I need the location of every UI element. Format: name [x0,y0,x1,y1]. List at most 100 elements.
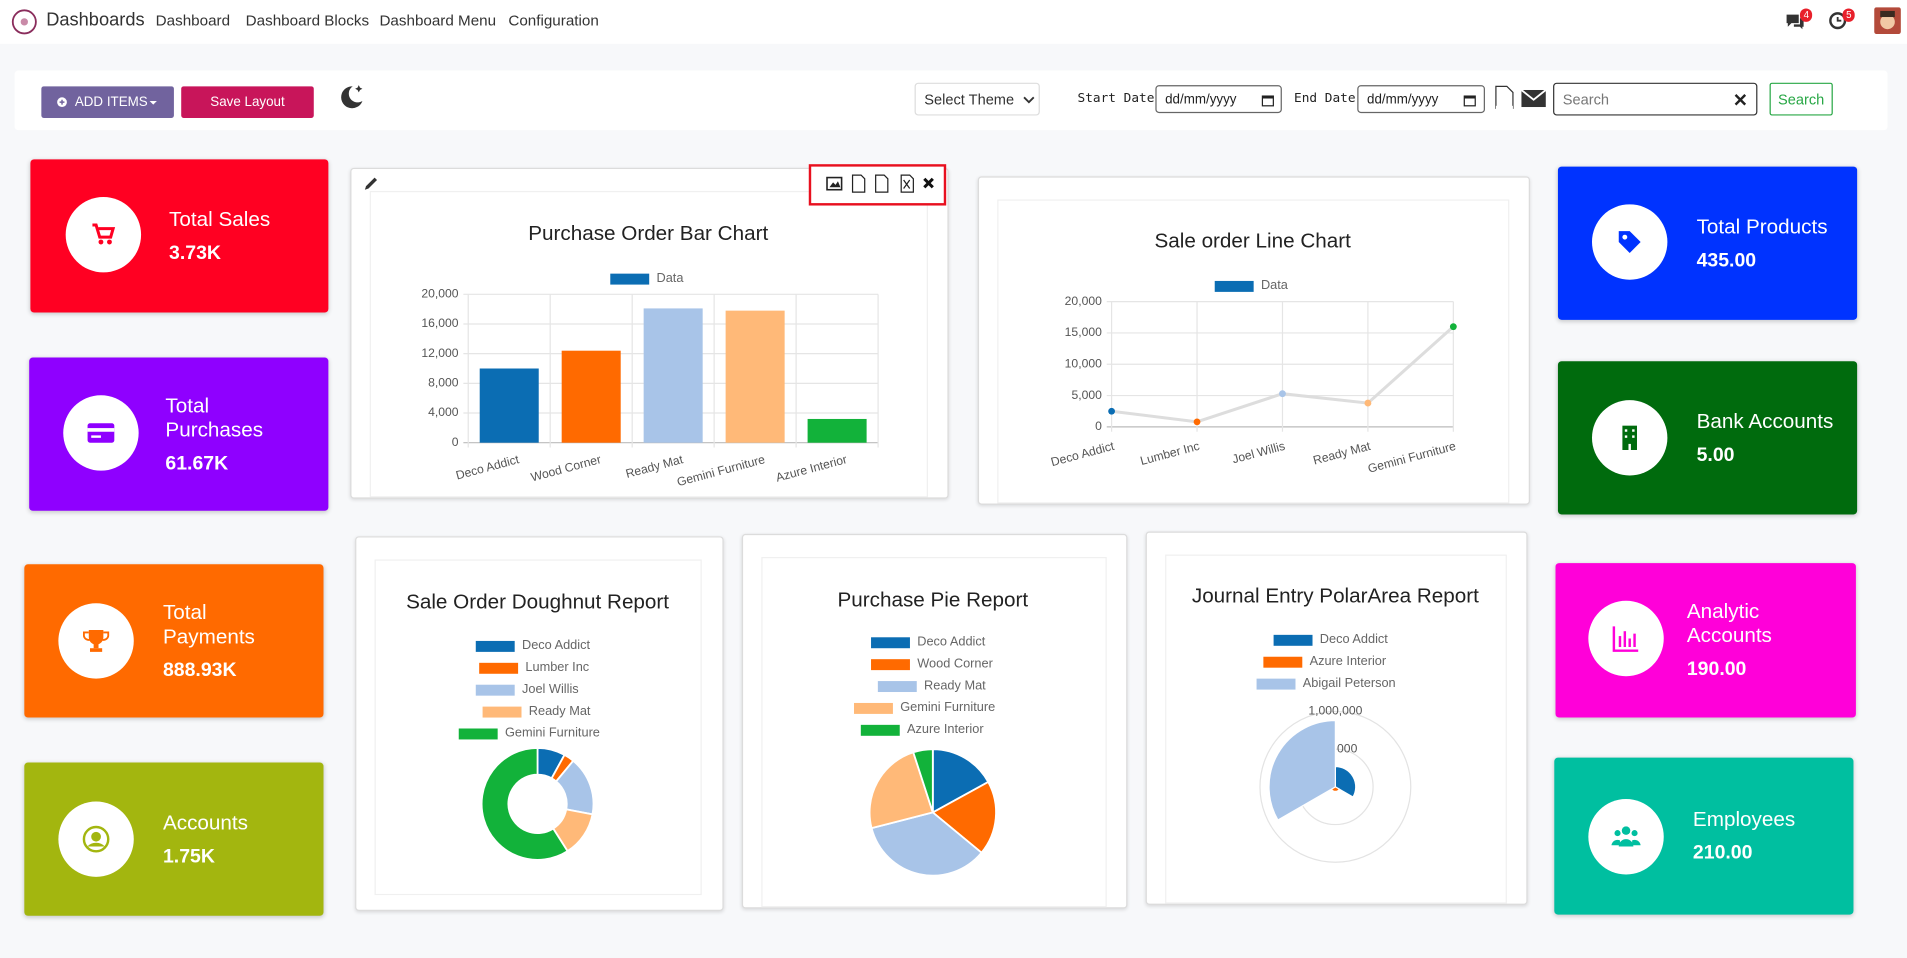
remove-chart[interactable] [923,177,934,189]
excel-export[interactable] [900,174,914,193]
icon-shape [88,629,104,645]
icon-shape [91,831,101,842]
avatar-face [1880,14,1895,30]
doc-shape [1495,85,1514,109]
badge: 5 [1842,8,1856,22]
tile-text: Total Sales 3.73K [169,159,327,312]
end-date-input[interactable]: dd/mm/yyyy [1357,85,1485,114]
caret [150,100,158,105]
tile-icon [63,395,139,471]
tile-icon [58,603,134,679]
dark-mode-toggle[interactable] [336,83,368,112]
logo-dot [20,18,28,26]
sparkle [355,85,363,93]
menu-item[interactable]: Dashboard Blocks [245,12,370,30]
icon-shape [1614,830,1621,837]
stat-tile[interactable]: Accounts 1.75K [24,762,324,916]
pdf-export[interactable] [851,174,866,193]
icon-shape [89,648,103,652]
tile-text: Employees 210.00 [1693,758,1851,915]
tile-title: Analytic Accounts [1686,599,1772,648]
clock-hands [1836,17,1842,22]
icon-shape [1624,429,1628,432]
icon-shape [1622,234,1628,240]
icon-glyph [92,223,116,245]
icon-shape [1611,839,1641,846]
menu-item[interactable]: Dashboard [155,12,231,30]
logo-ring [11,9,37,35]
search-button[interactable]: Search [1769,82,1833,116]
icon-glyph [87,423,115,443]
icon-shape [87,428,115,432]
email-export[interactable] [1520,88,1547,110]
doc-footer [1495,105,1513,112]
clear-icon[interactable] [1734,94,1747,106]
tile-value: 3.73K [169,242,221,264]
placeholder: dd/mm/yyyy [1366,91,1439,107]
stat-tile[interactable]: Total Products 435.00 [1557,166,1858,320]
placeholder: Search [1562,90,1610,108]
edit-icon[interactable] [362,175,379,192]
icon-shape [1612,626,1639,652]
envelope-flap [1520,89,1547,101]
csv-export[interactable] [875,174,889,193]
pencil [364,177,378,190]
icon-shape [98,239,104,245]
tile-title: Bank Accounts [1696,409,1834,433]
end-date-label: End Date: [1294,91,1364,106]
icon-shape [1633,633,1636,648]
action-icons [826,174,934,193]
plus [59,99,64,105]
app-logo[interactable] [11,9,38,36]
icon-shape [1628,638,1631,648]
calendar-icon [1261,95,1274,107]
avatar[interactable] [1874,7,1901,35]
brand[interactable]: Dashboards [46,9,145,31]
tile-value: 435.00 [1696,249,1757,271]
placeholder: dd/mm/yyyy [1165,91,1237,107]
chat-icon[interactable] [1784,11,1806,30]
icon-shape [91,435,101,438]
chart-canvas [370,192,927,497]
tile-value: 888.93K [162,659,237,681]
icon-shape [92,223,116,239]
icon-shape [87,423,115,443]
calendar-top [1262,96,1274,99]
menu-item[interactable]: Configuration [508,12,599,30]
calendar-top [1464,96,1476,99]
add-items-button[interactable]: ADD ITEMS [41,86,174,118]
stat-tile[interactable]: Bank Accounts 5.00 [1557,361,1858,515]
top-nav: Dashboards Dashboard Dashboard Blocks Da… [0,0,1907,44]
tile-title: Total Sales [169,207,271,231]
icon-glyph [1611,826,1641,847]
theme-select[interactable]: Select Theme [914,82,1040,116]
add-items-label: ADD ITEMS [74,94,148,110]
stat-tile[interactable]: Total Purchases 61.67K [29,357,329,511]
stat-tile[interactable]: Analytic Accounts 190.00 [1555,563,1856,718]
image-export[interactable] [826,176,843,191]
stat-tile[interactable]: Total Sales 3.73K [30,159,329,313]
icon-shape [1618,231,1641,253]
icon-shape [1624,429,1635,450]
start-date-input[interactable]: dd/mm/yyyy [1155,85,1282,114]
icon-shape [82,825,110,853]
icon-shape [1621,826,1631,835]
chart-canvas [762,558,1106,907]
save-layout-button[interactable]: Save Layout [181,86,314,118]
search-input[interactable]: Search [1553,82,1758,116]
icon-shape [107,239,112,245]
tile-title: Total Purchases [165,393,264,441]
pdf-export[interactable] [1493,85,1515,114]
badge: 4 [1799,8,1813,22]
plus-icon [56,97,67,108]
tile-icon [1591,204,1668,280]
icon-glyph [82,825,110,853]
stat-tile[interactable]: Employees 210.00 [1554,757,1854,915]
icon-glyph [1618,231,1641,253]
stat-tile[interactable]: Total Payments 888.93K [24,564,324,718]
menu-item[interactable]: Dashboard Menu [379,12,497,30]
icon-shape [1632,429,1635,432]
tile-icon [1591,400,1668,476]
